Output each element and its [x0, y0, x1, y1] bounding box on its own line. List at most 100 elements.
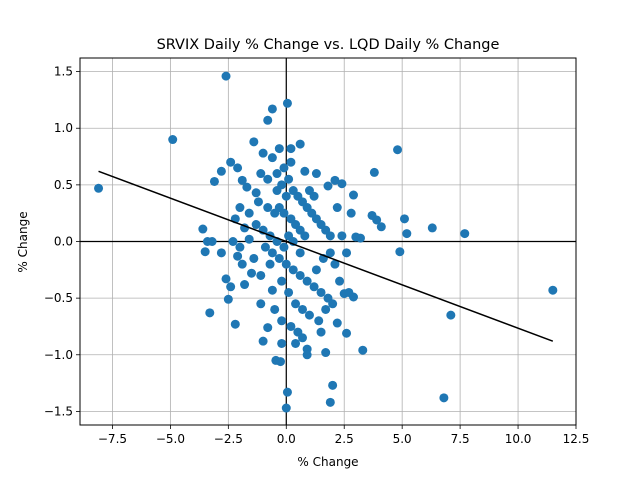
scatter-point: [321, 348, 331, 358]
scatter-point: [275, 357, 285, 367]
scatter-point: [221, 274, 231, 284]
scatter-point: [298, 304, 308, 314]
scatter-point: [316, 287, 326, 297]
scatter-point: [200, 247, 210, 257]
x-tick-label: −2.5: [214, 432, 243, 446]
scatter-point: [230, 319, 240, 329]
scatter-point: [207, 237, 217, 246]
scatter-point: [242, 182, 252, 192]
x-tick-label: −7.5: [98, 432, 127, 446]
scatter-point: [358, 345, 368, 355]
scatter-point: [282, 98, 292, 108]
scatter-point: [286, 321, 296, 331]
scatter-point: [286, 144, 296, 154]
scatter-point: [267, 248, 277, 258]
scatter-point: [277, 316, 287, 326]
scatter-point: [228, 237, 238, 246]
scatter-point: [355, 233, 365, 243]
scatter-point: [337, 179, 347, 189]
scatter-point: [316, 327, 326, 337]
x-tick-label: 0.0: [277, 432, 296, 446]
scatter-point: [284, 287, 294, 297]
scatter-point: [460, 229, 470, 239]
scatter-point: [237, 259, 247, 269]
scatter-point: [249, 137, 259, 147]
scatter-point: [256, 270, 266, 280]
scatter-point: [265, 259, 275, 269]
scatter-point: [369, 167, 379, 177]
y-tick-label: 1.5: [54, 65, 73, 79]
scatter-point: [221, 71, 231, 81]
x-tick-label: 2.5: [335, 432, 354, 446]
scatter-point: [323, 181, 333, 191]
scatter-point: [314, 316, 324, 326]
x-tick-label: 5.0: [393, 432, 412, 446]
scatter-point: [256, 169, 266, 179]
scatter-point: [330, 259, 340, 269]
scatter-point: [281, 403, 291, 413]
scatter-point: [263, 174, 273, 184]
scatter-point: [277, 276, 287, 286]
scatter-point: [325, 231, 335, 241]
scatter-point: [277, 180, 287, 190]
y-tick-label: −1.5: [44, 404, 73, 418]
scatter-point: [267, 153, 277, 163]
scatter-point: [263, 115, 273, 125]
scatter-point: [311, 265, 321, 275]
scatter-points: [94, 71, 558, 413]
fit-line-layer: [98, 170, 554, 342]
scatter-point: [272, 169, 282, 179]
scatter-point: [328, 380, 338, 390]
scatter-point: [291, 338, 301, 348]
scatter-point: [233, 163, 243, 173]
scatter-point: [309, 191, 319, 201]
scatter-point: [253, 197, 263, 207]
y-tick-label: 0.0: [54, 235, 73, 249]
scatter-point: [198, 224, 208, 234]
scatter-point: [237, 175, 247, 185]
scatter-point: [258, 336, 268, 346]
scatter-point: [288, 265, 298, 275]
x-axis-label: % Change: [297, 455, 358, 469]
scatter-point: [205, 308, 215, 318]
scatter-point: [281, 259, 291, 269]
scatter-point: [279, 208, 289, 218]
scatter-point: [277, 338, 287, 348]
scatter-point: [286, 157, 296, 167]
scatter-point: [325, 397, 335, 407]
scatter-point: [342, 248, 352, 258]
scatter-point: [291, 299, 301, 309]
scatter-point: [279, 163, 289, 173]
y-tick-label: 1.0: [54, 121, 73, 135]
scatter-point: [427, 223, 437, 233]
scatter-point: [226, 157, 236, 167]
scatter-point: [298, 333, 308, 343]
scatter-point: [330, 175, 340, 185]
x-tick-label: 12.5: [563, 432, 590, 446]
scatter-point: [267, 285, 277, 295]
scatter-point: [344, 287, 354, 297]
scatter-point: [235, 242, 245, 252]
y-axis-ticks: −1.5 −1.0 −0.5 0.0 0.5 1.0 1.5: [44, 65, 80, 418]
scatter-point: [332, 318, 342, 328]
y-tick-label: −0.5: [44, 291, 73, 305]
scatter-point: [209, 176, 219, 186]
scatter-point: [235, 203, 245, 213]
scatter-point: [270, 304, 280, 314]
scatter-point: [376, 222, 386, 232]
scatter-point: [300, 231, 310, 241]
scatter-point: [300, 166, 310, 176]
scatter-point: [372, 215, 382, 225]
scatter-point: [249, 253, 259, 263]
scatter-point: [251, 220, 261, 230]
scatter-point: [335, 276, 345, 286]
scatter-point: [267, 104, 277, 114]
y-tick-label: −1.0: [44, 348, 73, 362]
chart-title: SRVIX Daily % Change vs. LQD Daily % Cha…: [157, 37, 500, 53]
scatter-point: [302, 350, 312, 360]
scatter-point: [281, 191, 291, 201]
scatter-point: [282, 387, 292, 397]
scatter-point: [244, 208, 254, 218]
scatter-point: [399, 214, 409, 224]
